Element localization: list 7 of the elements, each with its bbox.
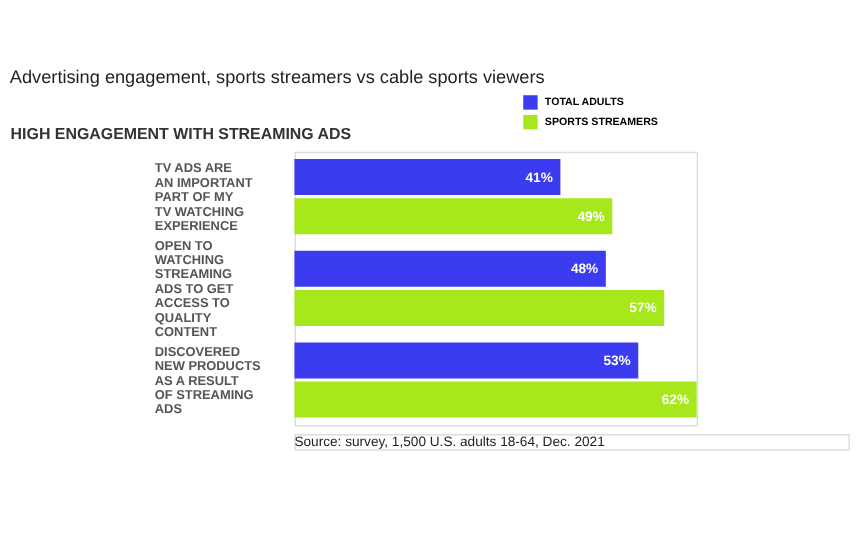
bar (294, 381, 697, 418)
bar (294, 250, 606, 287)
bar (294, 198, 613, 235)
chart-title: Advertising engagement, sports streamers vs cable sports viewers (9, 67, 546, 88)
bar (294, 289, 665, 326)
bar (294, 159, 561, 196)
bar (294, 342, 639, 379)
